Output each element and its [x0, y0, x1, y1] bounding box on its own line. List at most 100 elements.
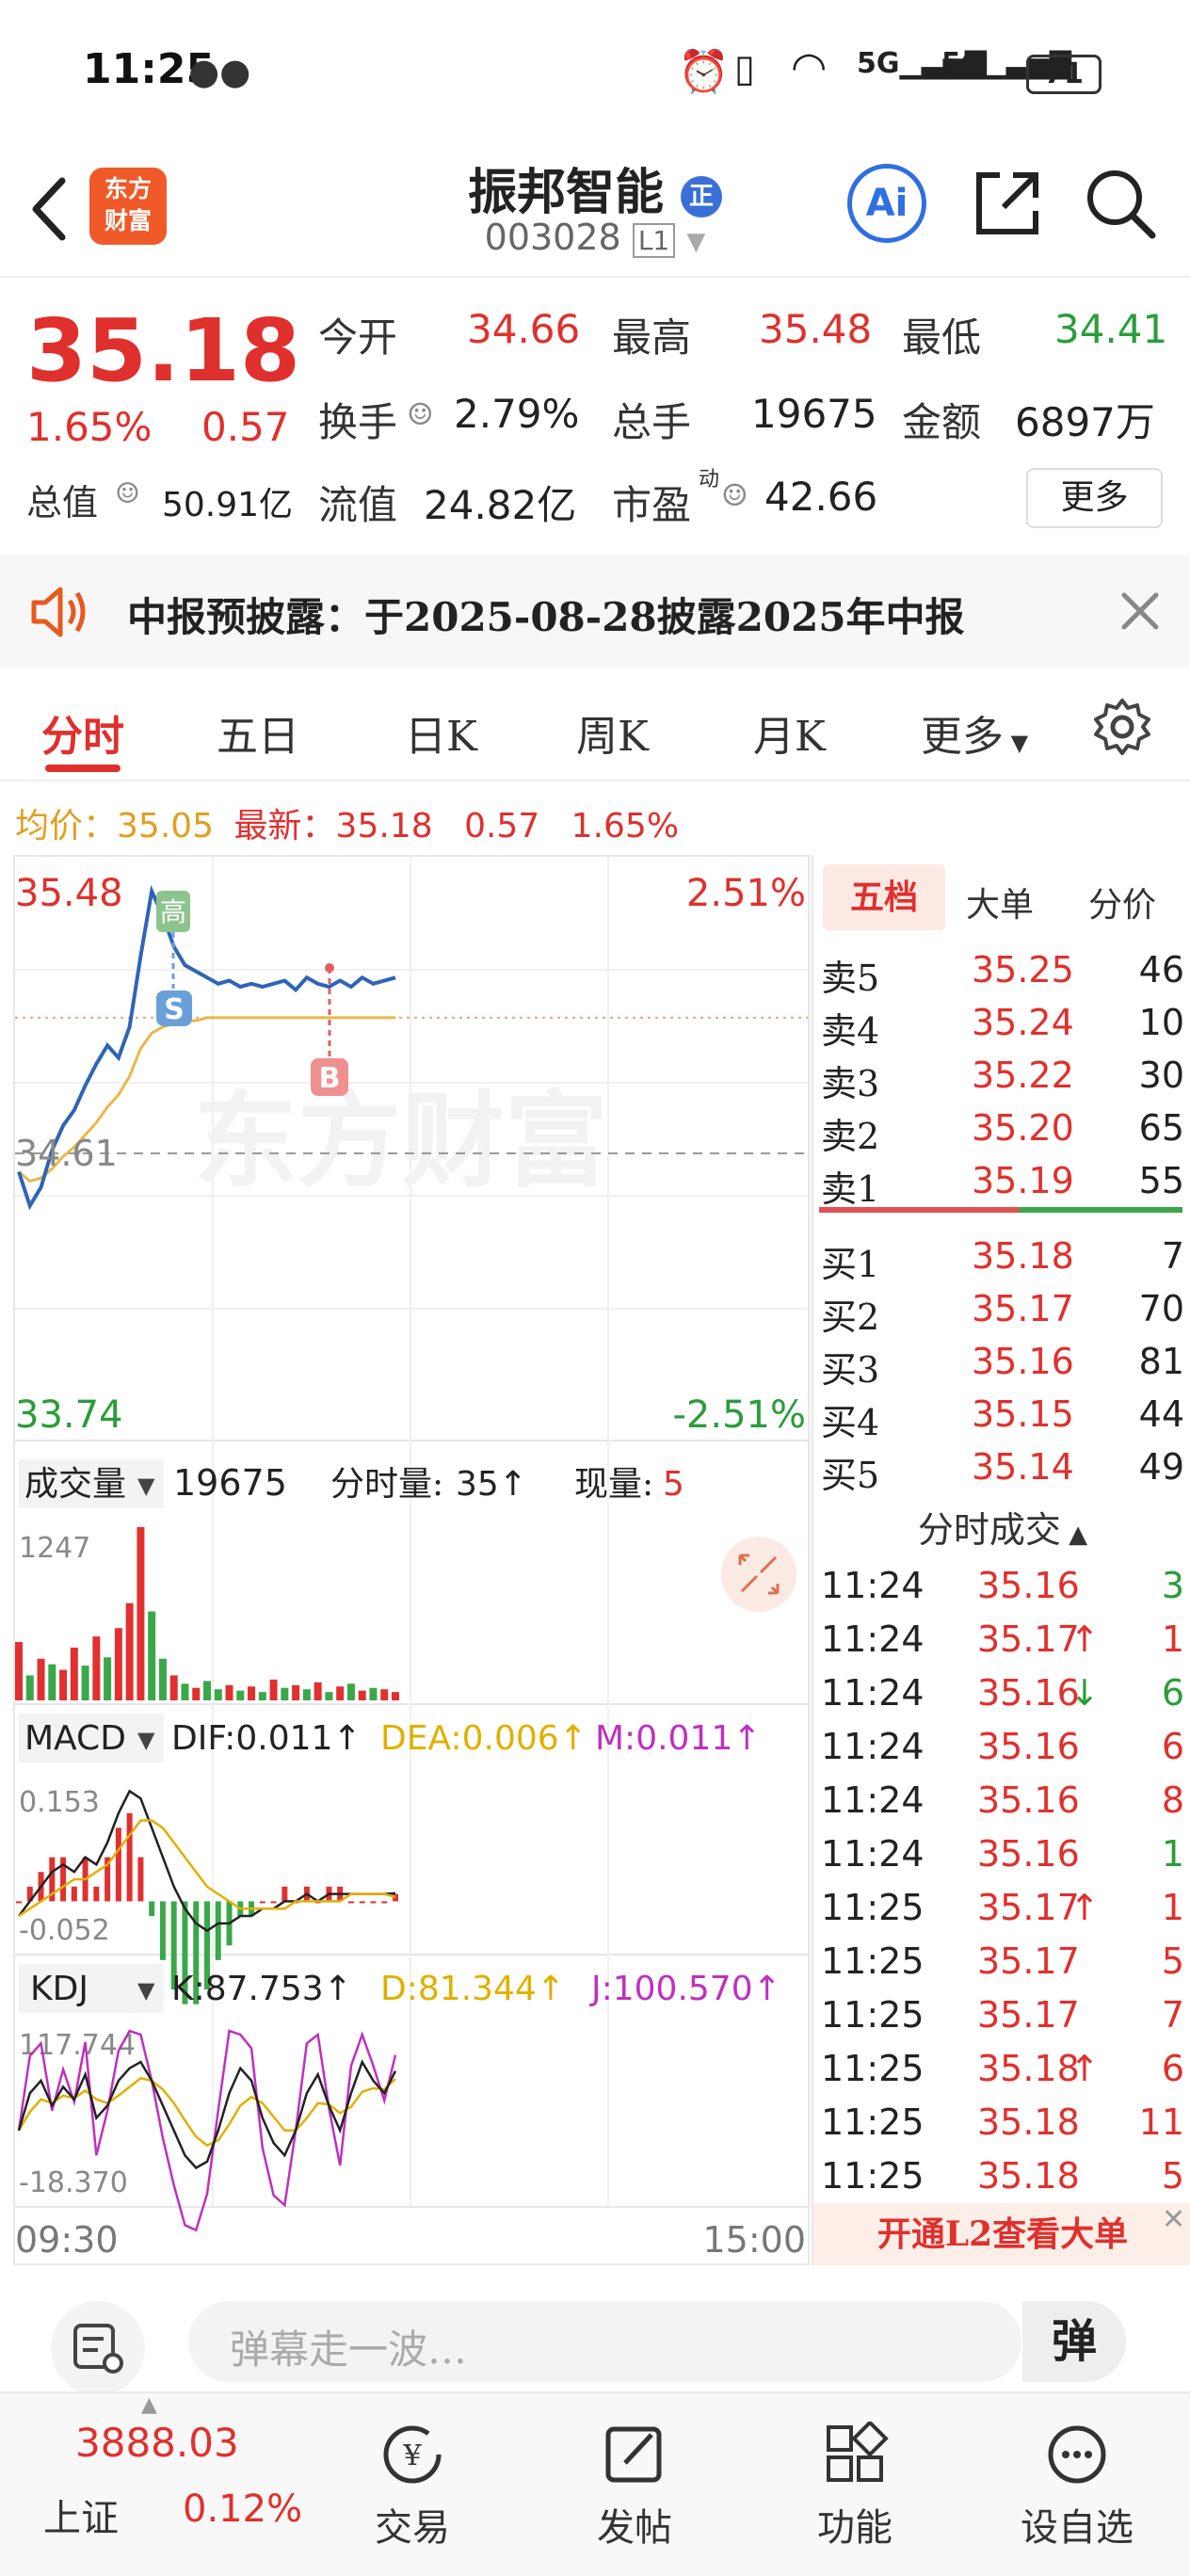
settings-icon[interactable]	[1092, 697, 1152, 757]
volume-bar	[380, 1689, 389, 1700]
trade-time: 11:25	[821, 2155, 925, 2197]
trade-volume: 6	[1161, 1672, 1184, 1714]
buy-point	[325, 963, 334, 973]
high-value: 35.48	[759, 306, 873, 352]
tab-more[interactable]: 更多 ▼	[921, 713, 1029, 761]
macd-select[interactable]	[19, 1714, 164, 1763]
macd-m: M:0.011↑	[595, 1719, 761, 1758]
low-value: 34.41	[1054, 306, 1168, 352]
macd-bar	[215, 1901, 221, 1960]
danmu-input[interactable]: 弹幕走一波…	[188, 2301, 1021, 2382]
level-price: 35.17	[972, 1288, 1074, 1329]
dropdown-icon: ▼	[137, 1727, 155, 1753]
trade-volume: 6	[1161, 2048, 1184, 2089]
share-icon[interactable]	[972, 168, 1043, 239]
bid-row[interactable]: 买4 35.15 44	[821, 1388, 1184, 1443]
danmu-list-icon	[73, 2324, 123, 2374]
ask-row[interactable]: 卖4 35.24 10	[821, 996, 1184, 1052]
status-time: 11:25	[83, 45, 216, 93]
ai-button[interactable]: Ai	[847, 164, 926, 243]
tab-price-volume[interactable]: 分价	[1088, 886, 1157, 925]
stock-code[interactable]: 003028 L1 ▼	[484, 217, 706, 258]
l2-upsell-button[interactable]: 开通L2查看大单	[813, 2203, 1190, 2265]
macd-bar	[270, 1901, 277, 1904]
volume-bar	[181, 1683, 189, 1700]
top-price-label: 35.48	[15, 872, 123, 915]
bid-row[interactable]: 买2 35.17 70	[821, 1282, 1184, 1338]
volume-bar	[292, 1684, 300, 1700]
index-percent: 0.12%	[183, 2487, 303, 2531]
info-icon[interactable]: ☺	[115, 477, 140, 510]
close-icon[interactable]	[1120, 591, 1160, 631]
bid-row[interactable]: 买5 35.14 49	[821, 1441, 1184, 1496]
buy-marker[interactable]: B	[311, 1058, 348, 1096]
level-price: 35.15	[972, 1393, 1074, 1435]
macd-max-label: 0.153	[19, 1786, 100, 1819]
level-price: 35.16	[972, 1341, 1074, 1382]
info-icon[interactable]: ☺	[721, 477, 748, 513]
macd-dif: DIF:0.011↑	[171, 1719, 362, 1758]
chart-area[interactable]: 东方财富 35.48 2.51% 34.61 33.74 -2.51% 高 S …	[13, 855, 810, 2265]
caret-up-icon: ▲	[1060, 1521, 1088, 1549]
trade-row: 11:25 35.17 7	[821, 1988, 1184, 2041]
volume-bar	[70, 1647, 78, 1700]
index-value[interactable]: 3888.03	[75, 2420, 239, 2466]
avg-price-line	[18, 1016, 395, 1183]
svg-text:高: 高	[160, 896, 186, 927]
expand-button[interactable]	[721, 1537, 796, 1612]
battery-icon: 71	[1026, 55, 1102, 94]
tab-intraday[interactable]: 分时	[41, 713, 124, 761]
high-marker[interactable]: 高	[156, 891, 190, 932]
nav-post[interactable]: 发帖	[550, 2422, 719, 2552]
macd-bar	[49, 1857, 56, 1902]
macd-bar	[71, 1886, 77, 1902]
ask-row[interactable]: 卖3 35.22 30	[821, 1049, 1184, 1104]
volume-header: 成交量 ▼ 19675 分时量: 35↑ 现量: 5	[19, 1459, 684, 1508]
bid-row[interactable]: 买1 35.18 7	[821, 1230, 1184, 1285]
macd-bar	[381, 1901, 388, 1904]
tab-five-day[interactable]: 五日	[217, 713, 299, 761]
kdj-d: D:81.344↑	[380, 1970, 565, 2008]
level-price: 35.25	[972, 949, 1074, 990]
ask-row[interactable]: 卖5 35.25 46	[821, 943, 1184, 999]
danmu-send-button[interactable]: 弹	[1022, 2301, 1126, 2382]
price-plot	[17, 884, 396, 1211]
high-label: 最高	[612, 314, 692, 361]
edit-icon	[605, 2426, 662, 2483]
tab-five-levels[interactable]: 五档	[823, 864, 945, 930]
speaker-icon	[31, 587, 86, 637]
volume-select[interactable]	[19, 1459, 164, 1508]
info-icon[interactable]: ☺	[407, 396, 434, 432]
volume-bar	[48, 1664, 56, 1700]
trade-time: 11:24	[821, 1565, 925, 1606]
ask-row[interactable]: 卖2 35.20 65	[821, 1102, 1184, 1157]
tab-monthly-k[interactable]: 月K	[753, 713, 826, 761]
more-button[interactable]: 更多	[1026, 468, 1163, 528]
trade-price: 35.16	[977, 1726, 1080, 1767]
bid-row[interactable]: 买3 35.16 81	[821, 1335, 1184, 1391]
nav-add-watchlist[interactable]: 设自选	[992, 2422, 1162, 2552]
nav-functions[interactable]: 功能	[770, 2420, 940, 2552]
level-price: 35.20	[972, 1107, 1074, 1149]
intraday-chart[interactable]: 东方财富 35.48 2.51% 34.61 33.74 -2.51% 高 S …	[15, 857, 808, 2263]
level-label: 买5	[821, 1455, 880, 1496]
trades-title[interactable]: 分时成交 ▲	[917, 1509, 1088, 1551]
mid-price-label: 34.61	[15, 1133, 118, 1174]
ask-row[interactable]: 卖1 35.19 55	[821, 1154, 1184, 1210]
trade-time: 11:25	[821, 2048, 925, 2089]
kdj-select[interactable]	[19, 1964, 164, 2013]
tab-daily-k[interactable]: 日K	[405, 713, 477, 761]
tab-big-orders[interactable]: 大单	[966, 886, 1035, 925]
sell-marker[interactable]: S	[156, 990, 192, 1026]
volume-max-label: 1247	[19, 1532, 90, 1565]
close-icon[interactable]: ✕	[1162, 2203, 1186, 2236]
vibrate-icon: ▯	[734, 47, 756, 90]
kdj-plot	[17, 2029, 397, 2232]
tab-weekly-k[interactable]: 周K	[576, 713, 649, 761]
nav-trade[interactable]: ¥ 交易	[328, 2422, 497, 2552]
volume-bar	[148, 1611, 156, 1700]
mktcap-label: 总值	[26, 482, 99, 523]
notice-banner[interactable]: 中报预披露：于2025-08-28披露2025年中报	[0, 555, 1190, 667]
back-icon[interactable]	[26, 171, 72, 247]
search-icon[interactable]	[1083, 166, 1158, 241]
